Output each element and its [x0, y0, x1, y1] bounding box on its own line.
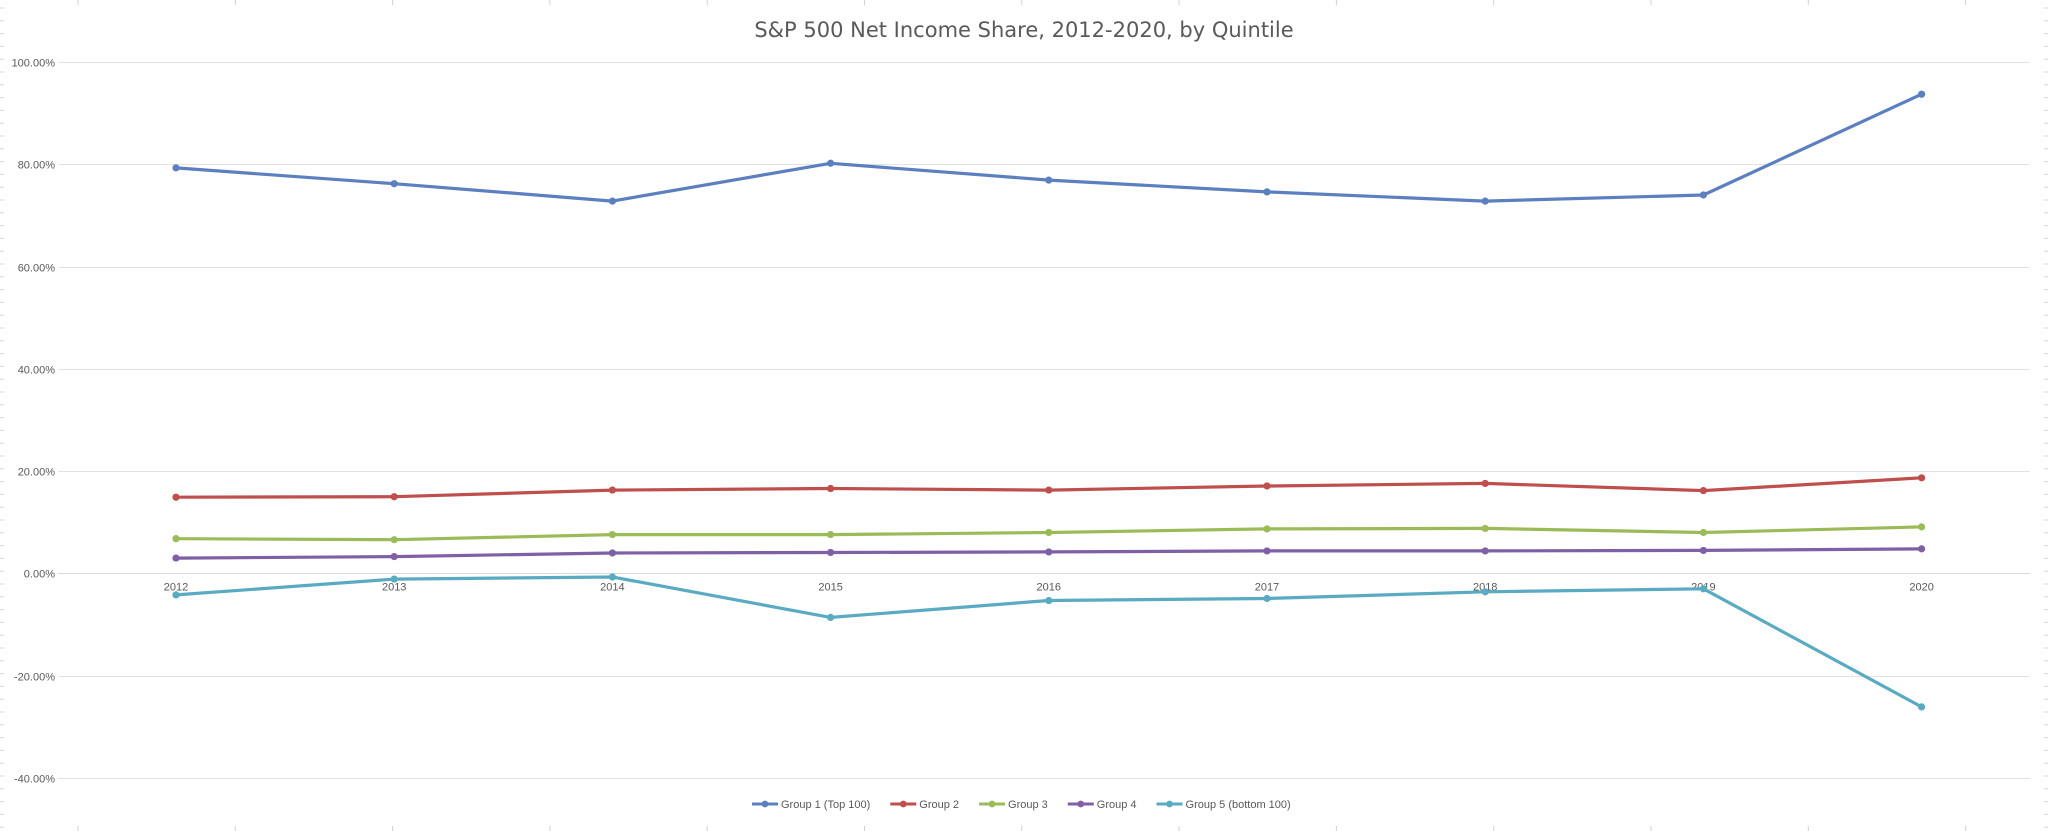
data-point [390, 536, 398, 544]
data-point [172, 535, 180, 543]
data-point [1481, 524, 1489, 533]
x-tick-label: 2012 [164, 581, 188, 593]
legend-item: Group 5 (bottom 100) [1156, 799, 1291, 811]
data-point [1045, 548, 1053, 556]
legend-label: Group 2 [919, 799, 959, 811]
data-point [390, 493, 398, 501]
data-point [390, 180, 398, 188]
x-tick-label: 2020 [1909, 581, 1933, 593]
legend-item: Group 3 [979, 799, 1048, 811]
data-point [1263, 525, 1271, 533]
data-point [1045, 176, 1053, 184]
y-tick-label: 40.00% [18, 365, 56, 377]
y-tick-label: 60.00% [18, 263, 56, 275]
x-tick-label: 2017 [1255, 581, 1279, 593]
legend-label: Group 1 (Top 100) [781, 799, 870, 811]
x-axis-tick-labels: 201220132014201520162017201820192020 [164, 581, 1934, 593]
data-point [1481, 547, 1489, 555]
gridlines [58, 62, 2030, 779]
data-point [1699, 528, 1707, 537]
chart-title: S&P 500 Net Income Share, 2012-2020, by … [754, 18, 1293, 42]
data-point [827, 484, 835, 493]
x-tick-label: 2014 [600, 581, 624, 593]
legend-swatch-marker [761, 800, 769, 808]
series-4 [172, 545, 1926, 562]
data-point [608, 573, 617, 581]
data-point [172, 164, 180, 172]
y-tick-label: 80.00% [18, 160, 56, 172]
data-point [608, 549, 617, 557]
data-point [390, 575, 398, 583]
legend-item: Group 4 [1067, 799, 1137, 811]
data-point [608, 197, 617, 205]
data-point [1481, 588, 1489, 596]
legend-item: Group 1 (Top 100) [752, 799, 870, 811]
legend-swatch-marker [899, 800, 907, 808]
data-point [1263, 188, 1271, 196]
data-point [1699, 191, 1707, 199]
legend-label: Group 4 [1097, 799, 1137, 811]
legend-item: Group 2 [890, 799, 959, 811]
data-point [827, 548, 835, 557]
data-point [172, 554, 180, 562]
x-tick-label: 2016 [1037, 581, 1061, 593]
data-point [1481, 479, 1489, 488]
data-point [1045, 486, 1053, 494]
data-point [1699, 546, 1707, 555]
y-tick-label: 20.00% [18, 467, 56, 479]
data-point [1045, 528, 1053, 537]
series-lines [172, 90, 1926, 711]
data-point [1263, 482, 1271, 490]
data-point [172, 493, 180, 501]
data-point [1918, 90, 1926, 98]
data-point [1918, 703, 1926, 711]
data-point [608, 486, 617, 494]
series-5 [172, 573, 1926, 711]
data-point [1045, 596, 1053, 605]
data-point [827, 613, 835, 622]
data-point [827, 530, 835, 539]
data-point [1263, 547, 1271, 555]
legend: Group 1 (Top 100) Group 2 Group 3 Group 4 Gr… [752, 799, 1291, 811]
series-3 [172, 523, 1926, 544]
y-tick-label: -40.00% [14, 774, 55, 786]
legend-label: Group 3 [1008, 799, 1048, 811]
series-2 [172, 474, 1926, 501]
y-axis-tick-labels: -40.00% -20.00% 0.00% 20.00% 40.00% 60.00% 80.… [12, 58, 56, 786]
data-point [1263, 594, 1271, 603]
series-1 [172, 90, 1926, 205]
data-point [1918, 545, 1926, 553]
x-tick-label: 2013 [382, 581, 406, 593]
legend-swatch-marker [988, 800, 996, 808]
data-point [1918, 474, 1926, 482]
y-tick-label: 0.00% [24, 569, 55, 581]
y-tick-label: 100.00% [12, 58, 56, 70]
legend-swatch-marker [1166, 800, 1173, 808]
data-point [390, 552, 398, 561]
data-point [1481, 197, 1489, 205]
data-point [172, 591, 180, 599]
data-point [827, 159, 835, 167]
data-point [1699, 585, 1707, 593]
y-tick-label: -20.00% [14, 672, 55, 684]
data-point [1699, 486, 1707, 495]
legend-swatch-marker [1077, 800, 1085, 808]
x-tick-label: 2015 [818, 581, 842, 593]
legend-label: Group 5 (bottom 100) [1186, 799, 1291, 811]
data-point [608, 530, 617, 539]
data-point [1918, 523, 1926, 531]
